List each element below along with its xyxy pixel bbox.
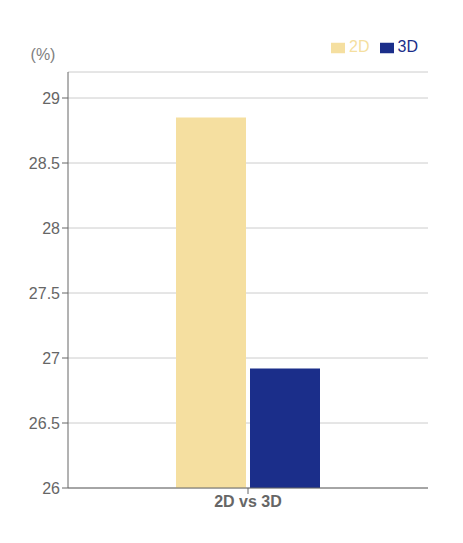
svg-text:29: 29 xyxy=(42,90,60,107)
svg-text:(%): (%) xyxy=(31,46,56,63)
svg-text:27.5: 27.5 xyxy=(29,285,60,302)
svg-text:26: 26 xyxy=(42,480,60,497)
svg-text:28.5: 28.5 xyxy=(29,155,60,172)
html-text:3D: 3D xyxy=(397,38,418,55)
svg-text:2D vs 3D: 2D vs 3D xyxy=(214,493,282,510)
svg-text:28: 28 xyxy=(42,220,60,237)
svg-text:27: 27 xyxy=(42,350,60,367)
html-text:2D: 2D xyxy=(349,38,370,55)
svg-text:26.5: 26.5 xyxy=(29,415,60,432)
